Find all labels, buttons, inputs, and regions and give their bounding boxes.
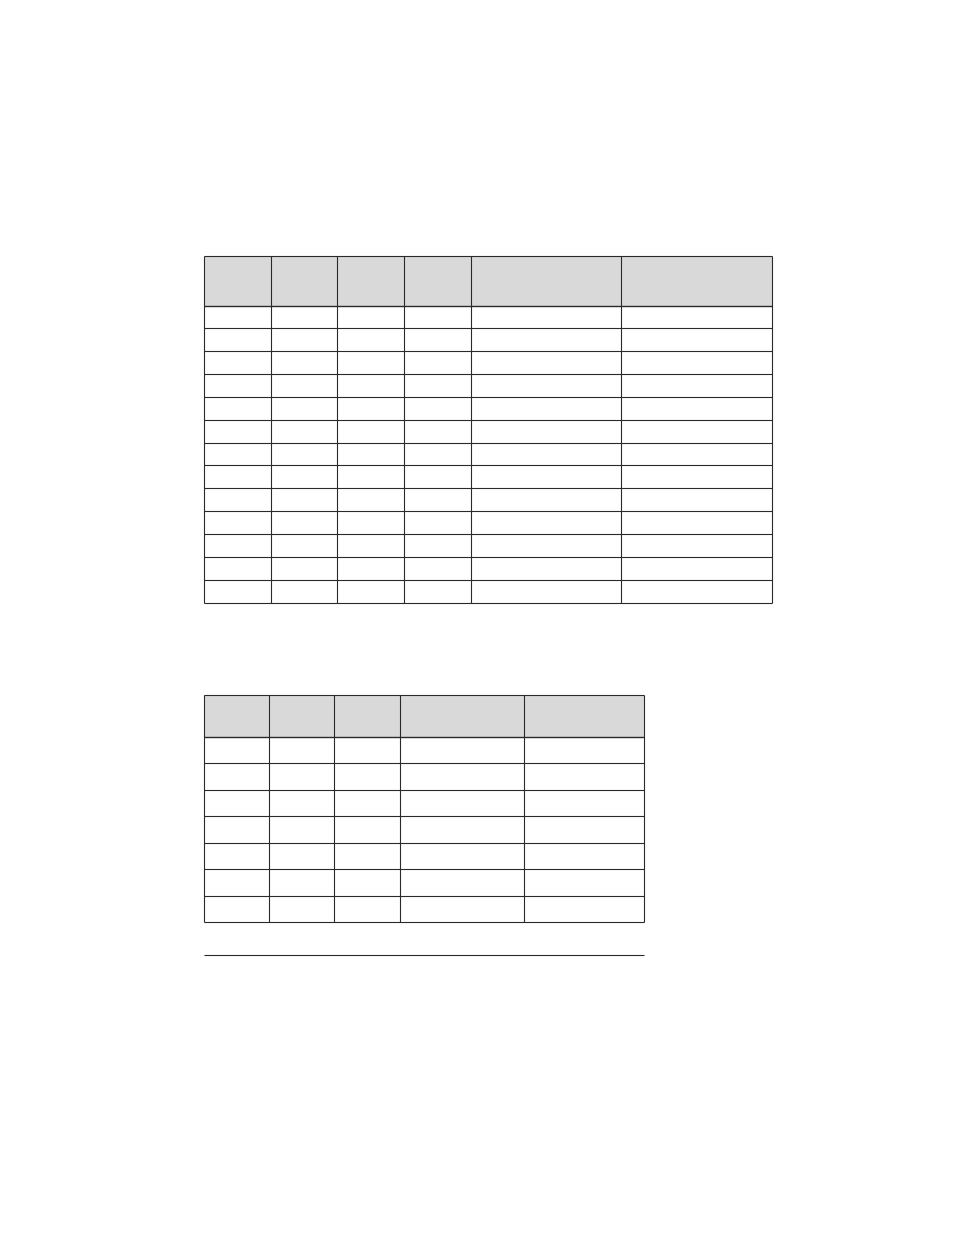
Bar (204, 695, 644, 737)
Bar (204, 256, 772, 305)
